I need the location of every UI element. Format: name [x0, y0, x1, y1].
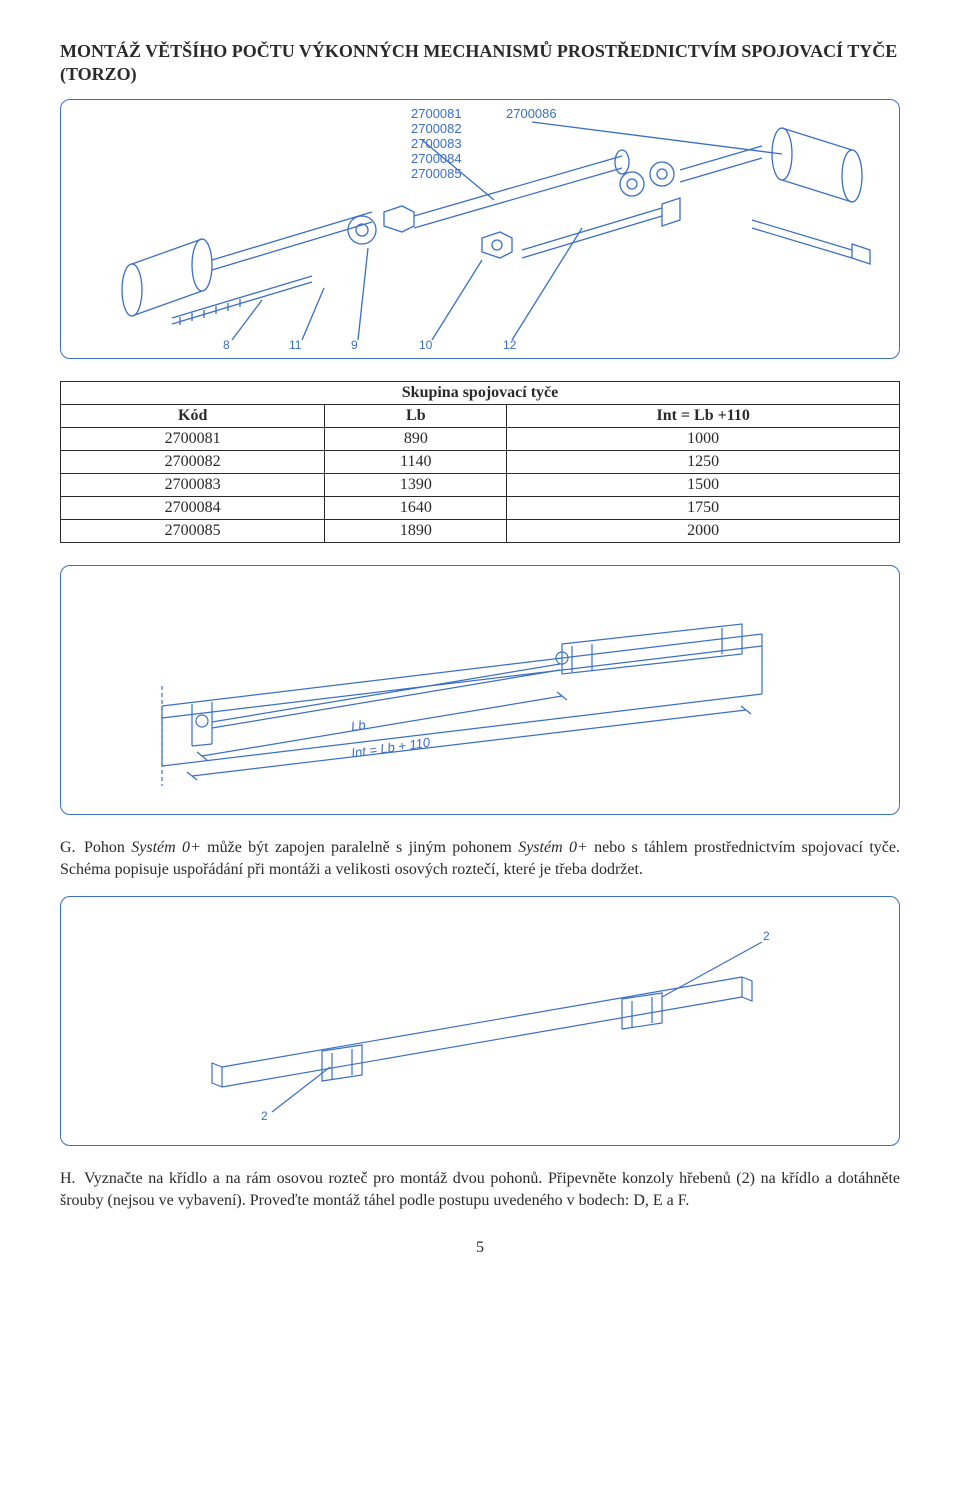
- table-cell: 1640: [325, 497, 507, 520]
- para-h-text: Vyznačte na křídlo a na rám osovou rozte…: [60, 1170, 900, 1209]
- table-cell: 2700081: [61, 428, 325, 451]
- para-h-letter: H.: [60, 1168, 84, 1190]
- para-g-letter: G.: [60, 837, 84, 859]
- table-row: 2700083 1390 1500: [61, 474, 900, 497]
- table-row: 2700081 890 1000: [61, 428, 900, 451]
- table-cell: 890: [325, 428, 507, 451]
- table-cell: 2700085: [61, 520, 325, 543]
- table-row: 2700084 1640 1750: [61, 497, 900, 520]
- table-title: Skupina spojovací tyče: [61, 382, 900, 405]
- diagram-3-callout-left: 2: [261, 1109, 268, 1123]
- section-heading: MONTÁŽ VĚTŠÍHO POČTU VÝKONNÝCH MECHANISM…: [60, 40, 900, 85]
- table-cell: 1500: [507, 474, 900, 497]
- para-g-text-2: může být zapojen paralelně s jiným pohon…: [201, 839, 518, 856]
- paragraph-h: H.Vyznačte na křídlo a na rám osovou roz…: [60, 1168, 900, 1211]
- diagram-1-label-stack: 2700081 2700082 2700083 2700084 2700085: [411, 106, 462, 181]
- table-cell: 2000: [507, 520, 900, 543]
- table-cell: 2700084: [61, 497, 325, 520]
- diagram-bracket-mount: 2 2: [60, 896, 900, 1146]
- table-cell: 1390: [325, 474, 507, 497]
- diagram-1-callout-10: 10: [419, 338, 432, 352]
- table-row: 2700082 1140 1250: [61, 451, 900, 474]
- diagram-3-callout-right: 2: [763, 929, 770, 943]
- diagram-1-svg: [61, 100, 899, 358]
- table-col-2: Int = Lb +110: [507, 405, 900, 428]
- table-cell: 1140: [325, 451, 507, 474]
- table-spojovaci-tyce: Skupina spojovací tyče Kód Lb Int = Lb +…: [60, 381, 900, 543]
- table-col-0: Kód: [61, 405, 325, 428]
- diagram-1-callout-11: 11: [289, 338, 301, 352]
- table-row: 2700085 1890 2000: [61, 520, 900, 543]
- para-g-text-1: Pohon: [84, 839, 131, 856]
- table-cell: 1000: [507, 428, 900, 451]
- diagram-2-svg: [61, 566, 899, 814]
- table-cell: 1750: [507, 497, 900, 520]
- para-g-italic-1: Systém 0+: [131, 839, 201, 856]
- diagram-1-label-top-right: 2700086: [506, 106, 557, 121]
- table-cell: 2700083: [61, 474, 325, 497]
- table-cell: 1890: [325, 520, 507, 543]
- para-g-italic-2: Systém 0+: [518, 839, 588, 856]
- table-col-1: Lb: [325, 405, 507, 428]
- diagram-1-callout-8: 8: [223, 338, 230, 352]
- paragraph-g: G.Pohon Systém 0+ může být zapojen paral…: [60, 837, 900, 880]
- table-cell: 2700082: [61, 451, 325, 474]
- diagram-1-callout-9: 9: [351, 338, 358, 352]
- diagram-assembly-dimensions: Lb Int = Lb + 110: [60, 565, 900, 815]
- diagram-2-dim-lb: Lb: [350, 717, 366, 734]
- page-number: 5: [60, 1239, 900, 1257]
- diagram-3-svg: [61, 897, 899, 1145]
- diagram-torzo-exploded: 2700081 2700082 2700083 2700084 2700085 …: [60, 99, 900, 359]
- diagram-1-callout-12: 12: [503, 338, 516, 352]
- table-cell: 1250: [507, 451, 900, 474]
